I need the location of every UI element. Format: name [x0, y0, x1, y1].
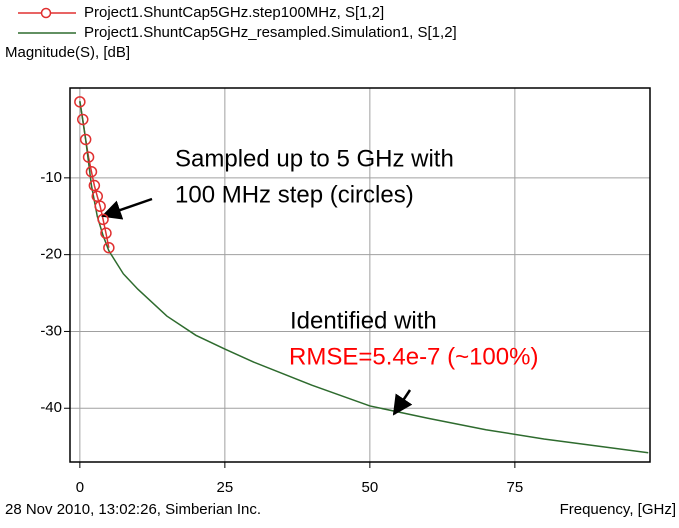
- data-point: [91, 190, 104, 203]
- annotation: RMSE=5.4e-7 (~100%): [289, 343, 538, 370]
- data-point: [74, 96, 86, 108]
- data-point: [94, 200, 106, 213]
- legend-marker: [40, 7, 52, 19]
- legend-label: Project1.ShuntCap5GHz.step100MHz, S[1,2]: [84, 4, 384, 21]
- y-tick-label: -40: [40, 399, 62, 416]
- annotation: 100 MHz step (circles): [175, 181, 414, 208]
- series-line: [79, 100, 649, 454]
- annotation: Identified with: [290, 307, 437, 334]
- x-tick-label: 0: [76, 479, 84, 496]
- footer: 28 Nov 2010, 13:02:26, Simberian Inc.: [5, 501, 261, 518]
- data-point: [79, 133, 92, 146]
- data-point: [88, 179, 101, 192]
- x-tick-label: 25: [217, 479, 234, 496]
- x-axis-label: Frequency, [GHz]: [560, 501, 676, 518]
- y-tick-label: -30: [40, 322, 62, 339]
- y-tick-label: -10: [40, 169, 62, 186]
- arrow: [101, 197, 153, 220]
- y-tick-label: -20: [40, 246, 62, 263]
- data-point: [82, 151, 95, 163]
- arrow: [392, 389, 413, 416]
- data-point: [103, 241, 115, 254]
- data-point: [77, 113, 89, 126]
- plot-frame: [69, 87, 651, 463]
- x-tick-label: 75: [507, 479, 524, 496]
- y-axis-label: Magnitude(S), [dB]: [5, 44, 130, 61]
- data-point: [100, 227, 112, 239]
- plot-area: [70, 88, 650, 462]
- data-point: [85, 165, 98, 178]
- legend-label: Project1.ShuntCap5GHz_resampled.Simulati…: [84, 24, 457, 41]
- data-point: [97, 213, 109, 226]
- annotation: Sampled up to 5 GHz with: [175, 145, 454, 172]
- x-tick-label: 50: [362, 479, 379, 496]
